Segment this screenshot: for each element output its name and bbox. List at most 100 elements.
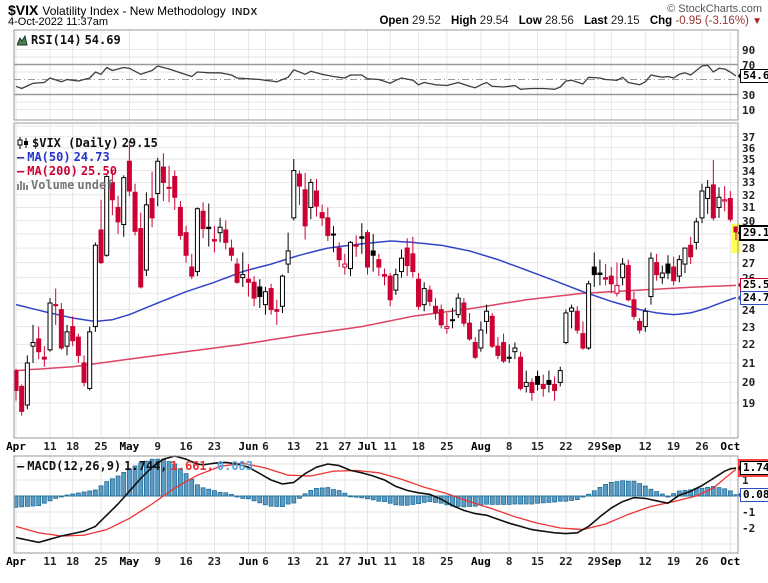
rsi-axis-label: 30 [742, 88, 756, 102]
rsi-axis-label: 90 [742, 43, 756, 57]
macd-histogram-bar [523, 495, 529, 505]
candle-body [24, 362, 30, 406]
main-value-callout: 29.15 [737, 224, 768, 241]
macd-histogram-bar [376, 495, 382, 502]
x-tick-week: 25 [440, 555, 454, 568]
candle-body [223, 229, 229, 243]
macd-histogram-bar [200, 487, 206, 497]
macd-histogram-bar [529, 495, 535, 505]
high-value: 29.54 [479, 15, 509, 27]
candle-body [563, 312, 569, 344]
open-value: 29.52 [412, 15, 441, 27]
quote-bar: Open 29.52 High 29.54 Low 28.56 Last 29.… [372, 15, 762, 27]
candle-body [132, 191, 138, 232]
x-tick-week: 19 [667, 440, 681, 453]
macd-histogram-bar [608, 481, 614, 497]
rsi-value-callout: 54.69 [737, 68, 768, 83]
last-label: Last [583, 15, 608, 27]
x-tick-week: 15 [530, 555, 545, 568]
candle-body [637, 320, 643, 331]
candle-body [427, 289, 433, 302]
rsi-value: 54.69 [84, 33, 121, 47]
candle-body [574, 310, 580, 331]
candle-body [308, 181, 314, 208]
macd-histogram-bar [410, 495, 416, 505]
macd-histogram-bar [421, 495, 427, 503]
candle-body [671, 266, 677, 282]
macd-histogram-bar [416, 495, 421, 504]
candle-body [41, 356, 47, 360]
candle-body [81, 362, 87, 383]
candle-body [200, 210, 206, 230]
macd-histogram-bar [280, 495, 285, 508]
hist-value: 0.083 [216, 459, 253, 473]
x-tick-week: 6 [262, 440, 269, 453]
macd-histogram-bar [427, 495, 433, 502]
macd-histogram-bar [637, 483, 643, 497]
candle-body [710, 184, 716, 219]
macd-histogram-bar [24, 495, 30, 507]
macd-histogram-bar [716, 487, 722, 497]
candle-body [257, 286, 263, 298]
x-tick-week: 22 [559, 440, 573, 453]
macd-histogram-bar [251, 495, 257, 502]
candle-body [569, 307, 575, 312]
macd-histogram-bar [308, 489, 314, 497]
candle-body [279, 275, 285, 307]
macd-histogram-bar [518, 495, 523, 505]
volume-value: undef [77, 178, 114, 192]
macd-histogram-bar [13, 495, 19, 508]
macd-histogram-bar [404, 495, 410, 506]
x-tick-week: 12 [638, 440, 652, 453]
macd-histogram-bar [648, 488, 654, 497]
macd-histogram-bar [597, 486, 603, 497]
macd-histogram-bar [620, 480, 626, 497]
rsi-axis-label: 10 [742, 103, 756, 117]
macd-axis-label: -2 [742, 522, 756, 535]
x-tick-week: 27 [338, 555, 352, 568]
macd-histogram-bar [331, 489, 336, 497]
candle-body [240, 274, 246, 279]
x-tick-week: 26 [695, 555, 709, 568]
candle-body [495, 345, 501, 356]
candle-body [58, 309, 64, 349]
x-tick-month: May [119, 555, 140, 568]
candle-body [251, 281, 257, 299]
chg-label: Chg [649, 15, 673, 27]
candle-body [92, 244, 98, 328]
candle-body [603, 277, 609, 280]
candle-body [506, 356, 512, 359]
macd-histogram-bar [506, 495, 512, 505]
macd-histogram-bar [109, 478, 115, 497]
macd-histogram-bar [257, 495, 263, 504]
macd-histogram-bar [501, 495, 506, 505]
candle-body [104, 175, 110, 256]
x-tick-week: 23 [207, 555, 222, 568]
x-tick-week: 29 [587, 555, 601, 568]
macd-histogram-bar [399, 495, 404, 506]
candle-body [620, 263, 626, 279]
macd-histogram-bar [47, 495, 53, 502]
macd-histogram-bar [291, 495, 297, 504]
x-tick-week: 13 [287, 440, 301, 453]
candle-body [13, 370, 19, 391]
macd-histogram-bar [574, 495, 580, 500]
x-tick-month: Oct [720, 555, 741, 568]
macd-histogram-bar [98, 485, 104, 497]
candle-body [727, 198, 733, 220]
x-tick-week: 25 [94, 440, 108, 453]
candle-body [217, 226, 223, 234]
rsi-line [15, 64, 737, 90]
macd-histogram-bar [631, 480, 637, 497]
x-tick-week: 13 [287, 555, 301, 568]
candle-body [109, 181, 115, 201]
chg-dropdown-icon[interactable]: ▼ [752, 16, 762, 27]
macd-histogram-bar [387, 495, 393, 504]
candle-body [166, 186, 172, 189]
high-label: High [451, 15, 477, 27]
macd-histogram-bar [642, 485, 648, 497]
macd-histogram-bar [478, 495, 484, 506]
candle-body [591, 266, 597, 276]
